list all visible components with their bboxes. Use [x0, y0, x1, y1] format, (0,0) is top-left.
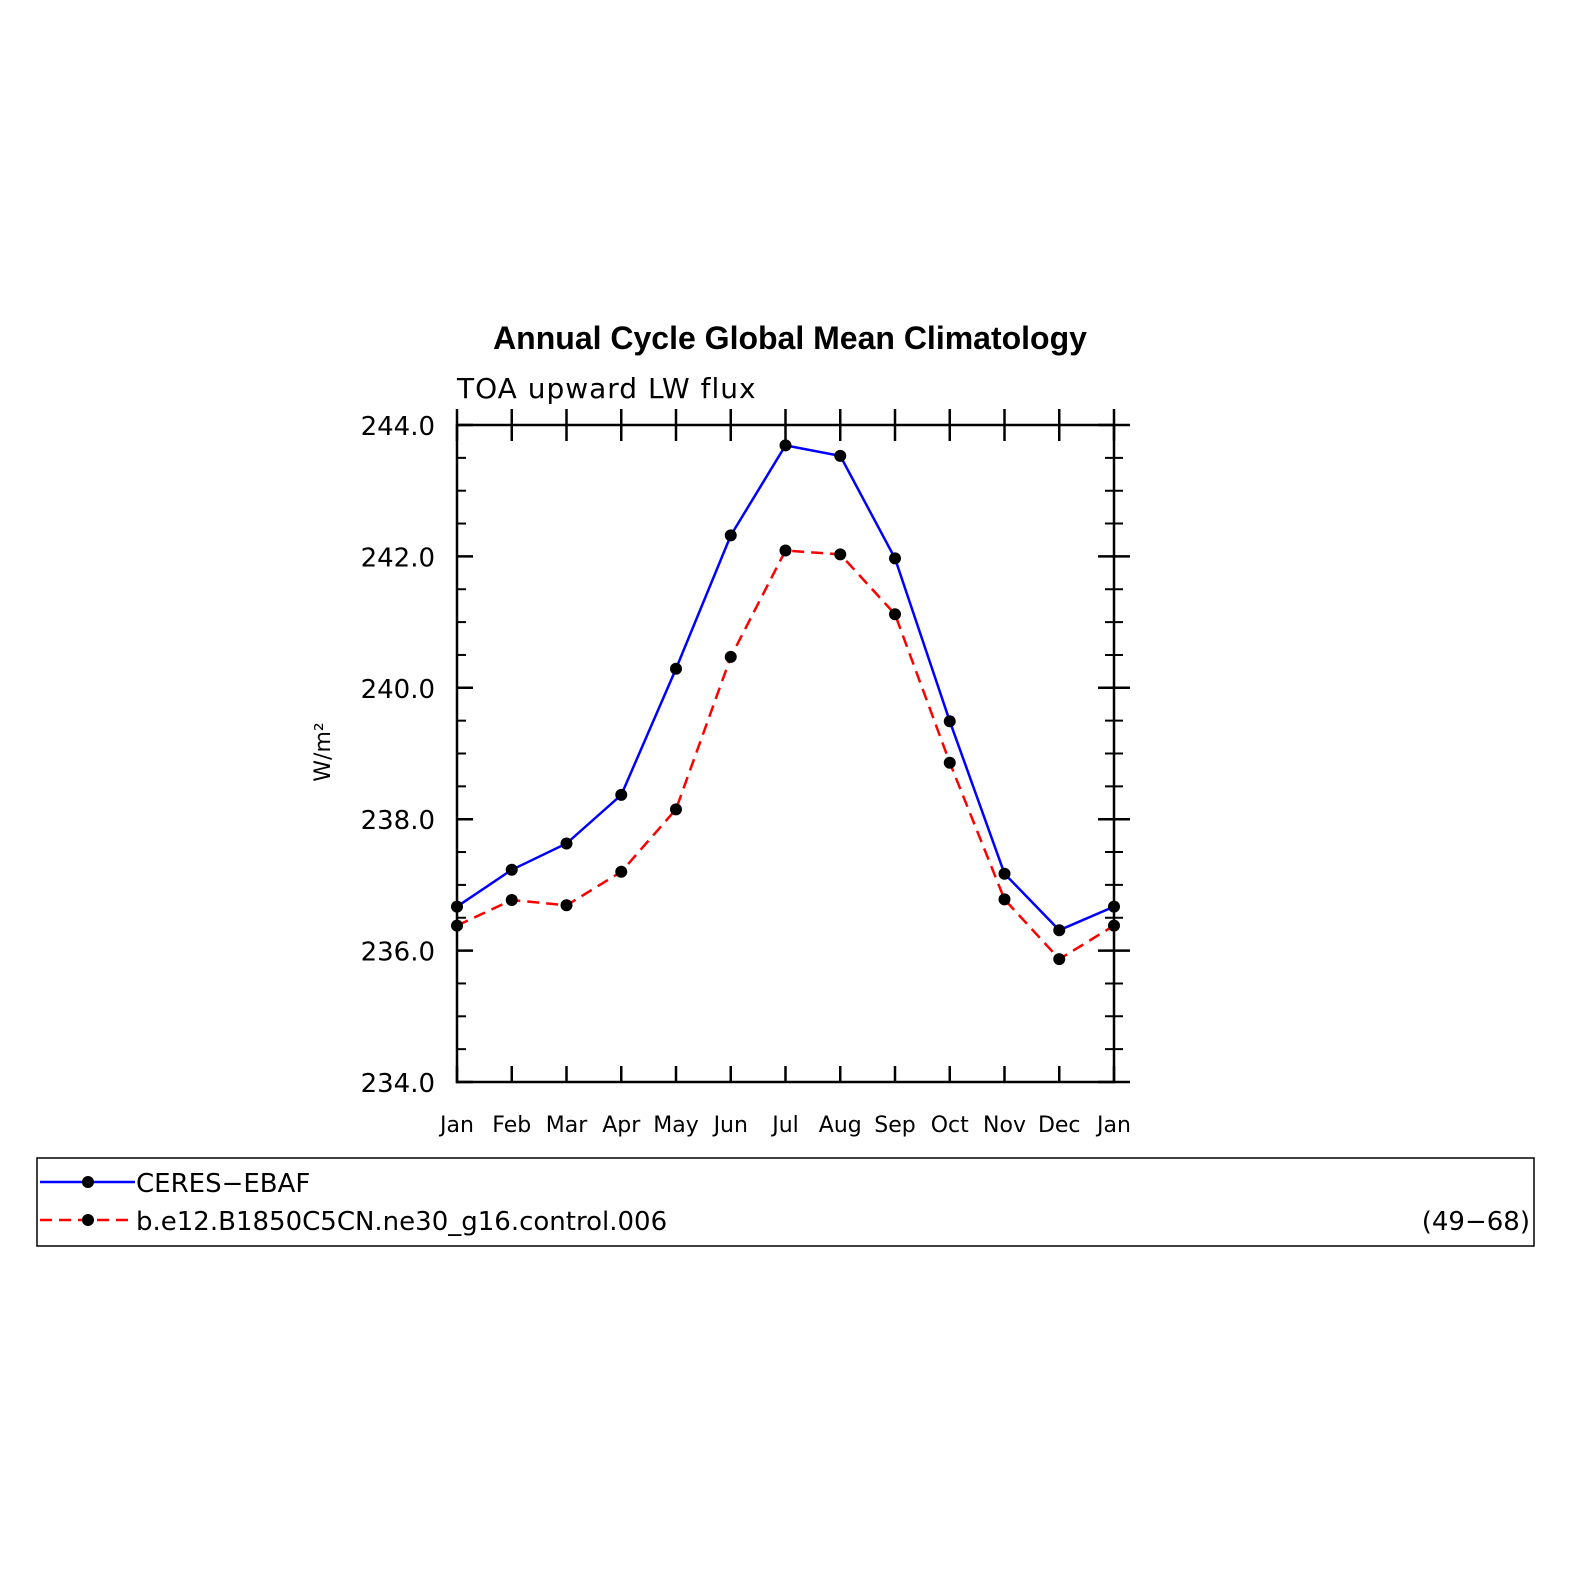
x-tick-labels: Jan Feb Mar Apr May Jun Jul Aug Sep Oct Nov Dec Jan: [438, 1113, 1131, 1138]
chart-title: Annual Cycle Global Mean Climatology: [493, 320, 1087, 356]
plot-frame: [455, 423, 1116, 1084]
series-2-point: [451, 919, 463, 932]
series-2-point: [889, 608, 901, 621]
series-1-point: [834, 449, 847, 462]
series-1-point: [889, 552, 901, 565]
y-tick-label: 238.0: [361, 806, 435, 836]
y-tick-label: 234.0: [361, 1069, 435, 1099]
x-tick-label: May: [653, 1113, 698, 1138]
legend-note: (49−68): [1422, 1207, 1530, 1237]
x-tick-label: Jun: [712, 1113, 748, 1138]
series-2-point: [670, 803, 682, 816]
series-1-point: [943, 715, 956, 728]
x-tick-label: Aug: [819, 1113, 862, 1138]
series-2-point: [615, 865, 628, 878]
x-tick-label: Jan: [438, 1113, 474, 1138]
series-1-point: [615, 788, 628, 801]
series-1-point: [560, 837, 573, 850]
legend: CERES−EBAF b.e12.B1850C5CN.ne30_g16.contr…: [36, 1157, 1535, 1247]
series-line-2: [456, 549, 1115, 961]
series-2-point: [1108, 919, 1120, 932]
legend-label-1: CERES−EBAF: [136, 1169, 310, 1199]
series-1-point: [1053, 924, 1066, 937]
series-2-point: [943, 756, 956, 769]
x-tick-label: Apr: [602, 1113, 641, 1138]
series-2-point: [779, 544, 792, 557]
series-2-point: [834, 548, 847, 561]
y-tick-label: 244.0: [361, 412, 435, 442]
series-2-point: [1053, 953, 1066, 966]
chart-subtitle: TOA upward LW flux: [456, 372, 757, 405]
x-tick-label: Oct: [931, 1113, 969, 1138]
series-1-point: [779, 439, 792, 452]
series-2-point: [560, 899, 573, 912]
y-tick-label: 242.0: [361, 543, 435, 573]
legend-marker-2: [82, 1214, 94, 1226]
series-1-point: [451, 900, 463, 913]
x-tick-label: Nov: [983, 1113, 1026, 1138]
legend-marker-1: [82, 1176, 94, 1188]
legend-entries: CERES−EBAF b.e12.B1850C5CN.ne30_g16.contr…: [40, 1169, 667, 1237]
x-tick-label: Feb: [492, 1113, 531, 1138]
legend-label-2: b.e12.B1850C5CN.ne30_g16.control.006: [136, 1207, 667, 1237]
series-1-point: [670, 662, 682, 675]
x-tick-label: Jul: [770, 1113, 799, 1138]
y-axis-label: W/m²: [311, 722, 336, 781]
series-lines: [456, 444, 1115, 961]
series-1-point: [505, 863, 518, 876]
series-2-point: [724, 650, 737, 663]
series-markers: [451, 439, 1120, 966]
legend-box: [36, 1157, 1535, 1247]
series-1-point: [724, 529, 737, 542]
y-tick-label: 236.0: [361, 938, 435, 968]
series-2-point: [998, 893, 1011, 906]
y-tick-labels: 234.0 236.0 238.0 240.0 242.0 244.0: [361, 412, 435, 1099]
series-1-point: [1108, 900, 1120, 913]
y-tick-label: 240.0: [361, 675, 435, 705]
series-2-point: [505, 894, 518, 907]
x-tick-label: Sep: [874, 1113, 915, 1138]
x-tick-label: Mar: [546, 1113, 588, 1138]
x-tick-label: Dec: [1038, 1113, 1081, 1138]
series-1-point: [998, 867, 1011, 880]
axis-ticks: [455, 409, 1130, 1084]
x-tick-label: Jan: [1095, 1113, 1131, 1138]
series-line-1: [456, 444, 1115, 932]
